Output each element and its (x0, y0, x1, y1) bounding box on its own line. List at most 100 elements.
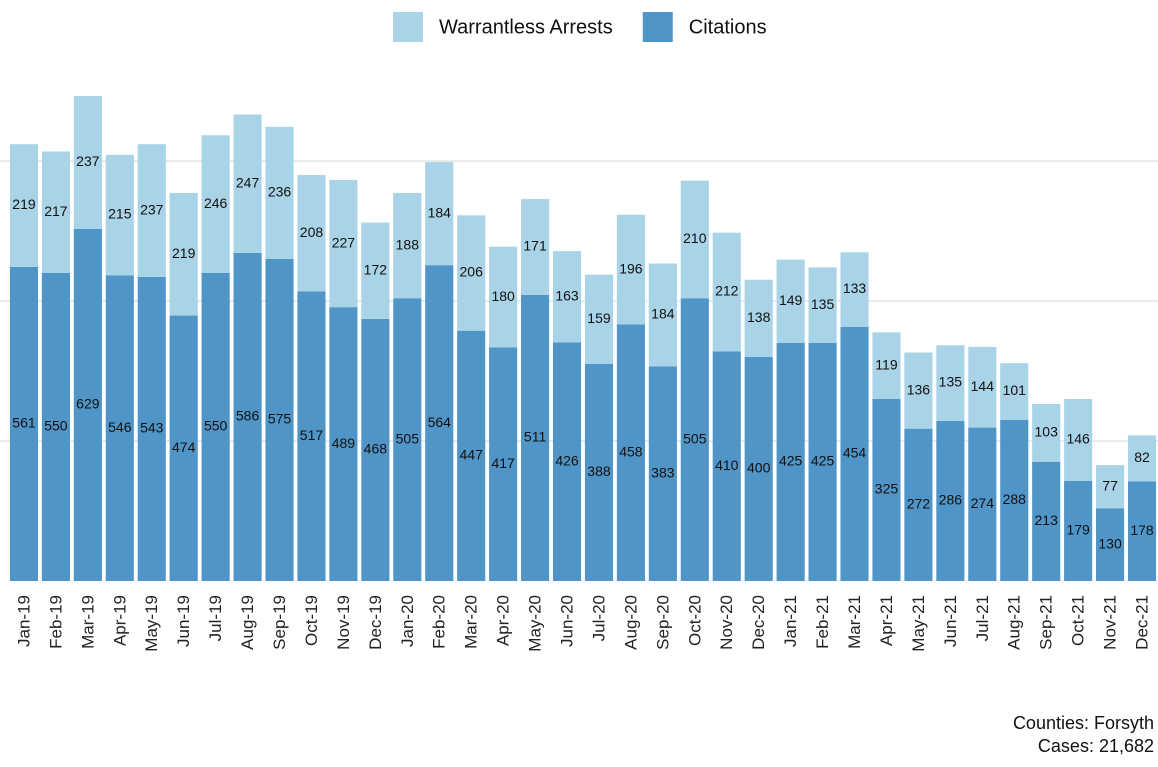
x-tick-label: Aug-19 (238, 595, 257, 650)
x-tick-label: Aug-20 (621, 595, 640, 650)
value-label: 325 (875, 481, 899, 497)
value-label: 196 (619, 260, 643, 276)
x-tick-label: Sep-19 (270, 595, 289, 650)
bar-segment (1064, 399, 1093, 481)
x-tick-label: Feb-21 (813, 595, 832, 649)
value-label: 388 (587, 463, 611, 479)
value-label: 77 (1102, 477, 1118, 493)
x-tick-label: Sep-20 (653, 595, 672, 650)
bar-segment (840, 326, 869, 581)
x-tick-label: Jun-20 (558, 595, 577, 647)
value-label: 237 (140, 201, 164, 217)
bar-segment (361, 222, 390, 319)
x-tick-label: Jun-19 (174, 595, 193, 647)
value-label: 172 (364, 261, 388, 277)
legend-label: Warrantless Arrests (439, 16, 613, 38)
bar-segment (265, 259, 294, 581)
footer-text: Cases: 21,682 (1038, 736, 1154, 756)
value-label: 179 (1066, 522, 1090, 538)
value-label: 458 (619, 443, 643, 459)
bar-segment (361, 318, 390, 581)
labels: 561 219 Jan-19 550 217 Feb-19 629 237 Mar-19 546 2… (12, 153, 1154, 652)
bar-segment (329, 180, 358, 308)
bar-segment (968, 346, 997, 428)
x-tick-label: Oct-20 (685, 595, 704, 646)
value-label: 217 (44, 203, 68, 219)
bar-segment (776, 343, 805, 581)
bar-segment (680, 180, 709, 299)
bar-segment (1096, 465, 1125, 509)
legend-swatch (642, 12, 673, 42)
x-tick-label: Mar-19 (78, 595, 97, 649)
value-label: 135 (811, 296, 835, 312)
value-label: 575 (268, 411, 292, 427)
bar-segment (1064, 480, 1093, 581)
bar-segment (425, 162, 454, 266)
value-label: 236 (268, 184, 292, 200)
value-label: 210 (683, 230, 707, 246)
bar-segment (904, 428, 933, 581)
value-label: 101 (1003, 382, 1027, 398)
bars (9, 96, 1157, 581)
x-tick-label: Jan-19 (14, 595, 33, 647)
value-label: 184 (428, 204, 452, 220)
x-tick-label: Nov-21 (1101, 595, 1120, 650)
value-label: 417 (491, 455, 515, 471)
bar-segment (489, 347, 518, 581)
x-tick-label: Sep-21 (1037, 595, 1056, 650)
bar-segment (457, 330, 486, 581)
x-tick-label: Jun-21 (941, 595, 960, 647)
value-label: 144 (971, 378, 995, 394)
bar-segment (425, 265, 454, 581)
bar-segment (744, 279, 773, 357)
value-label: 219 (172, 245, 196, 261)
bar-segment (968, 427, 997, 581)
bar-segment (297, 291, 326, 581)
x-tick-label: Apr-19 (110, 595, 129, 646)
bar-segment (329, 307, 358, 581)
x-tick-label: Feb-20 (430, 595, 449, 649)
bar-segment (105, 154, 134, 276)
x-tick-label: Nov-20 (717, 595, 736, 650)
bar-segment (1000, 419, 1029, 581)
value-label: 447 (460, 447, 484, 463)
value-label: 425 (811, 453, 835, 469)
x-tick-label: Jan-21 (781, 595, 800, 647)
x-tick-label: Dec-21 (1133, 595, 1152, 650)
value-label: 103 (1035, 424, 1059, 440)
legend-label: Citations (689, 16, 767, 38)
value-label: 138 (747, 309, 771, 325)
bar-segment (1032, 404, 1061, 462)
value-label: 272 (907, 496, 931, 512)
value-label: 288 (1003, 491, 1027, 507)
value-label: 629 (76, 396, 100, 412)
value-label: 564 (428, 414, 452, 430)
bar-segment (169, 315, 198, 581)
bar-segment (1032, 461, 1061, 581)
value-label: 454 (843, 445, 867, 461)
value-label: 550 (44, 418, 68, 434)
bar-segment (1096, 508, 1125, 581)
x-tick-label: Nov-19 (334, 595, 353, 650)
bar-segment (457, 215, 486, 331)
value-label: 215 (108, 206, 132, 222)
bar-segment (233, 114, 262, 253)
value-label: 188 (396, 236, 420, 252)
bar-segment (616, 214, 645, 325)
bar-segment (712, 351, 741, 581)
x-tick-label: Oct-19 (302, 595, 321, 646)
x-tick-label: Apr-21 (877, 595, 896, 646)
x-tick-label: Feb-19 (46, 595, 65, 649)
bar-segment (233, 252, 262, 581)
bar-segment (648, 263, 677, 367)
x-tick-label: Jul-19 (206, 595, 225, 641)
value-label: 489 (332, 435, 356, 451)
value-label: 119 (875, 356, 898, 372)
x-tick-label: May-19 (142, 595, 161, 652)
x-tick-label: Mar-21 (845, 595, 864, 649)
value-label: 82 (1134, 449, 1150, 465)
bar-segment (648, 366, 677, 581)
bar-segment (808, 343, 837, 581)
value-label: 425 (779, 453, 803, 469)
footer-text: Counties: Forsyth (1013, 713, 1154, 733)
